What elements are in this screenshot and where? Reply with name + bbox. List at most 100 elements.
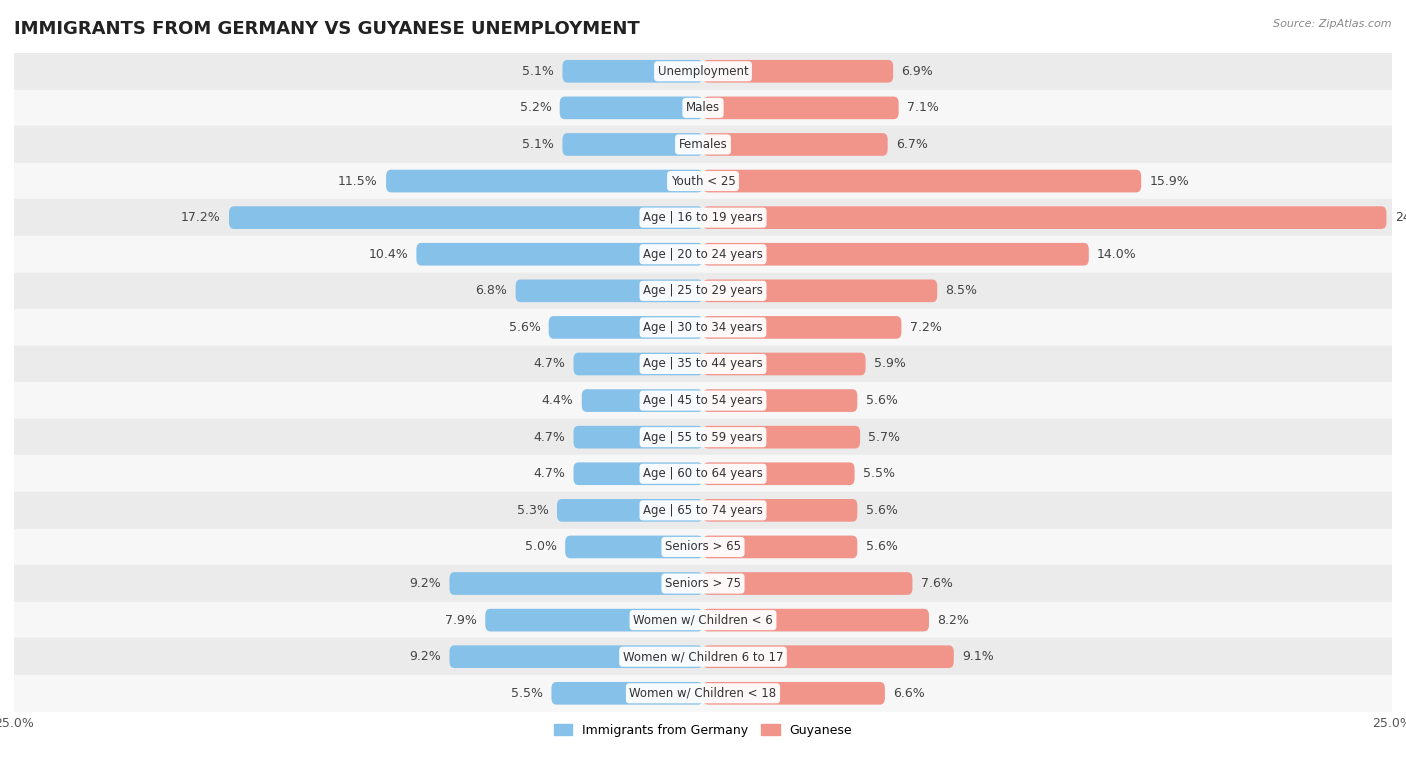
FancyBboxPatch shape [703,499,858,522]
Text: 6.7%: 6.7% [896,138,928,151]
Text: 5.3%: 5.3% [517,504,548,517]
Text: Source: ZipAtlas.com: Source: ZipAtlas.com [1274,19,1392,29]
FancyBboxPatch shape [387,170,703,192]
FancyBboxPatch shape [703,389,858,412]
Legend: Immigrants from Germany, Guyanese: Immigrants from Germany, Guyanese [548,718,858,742]
FancyBboxPatch shape [703,133,887,156]
FancyBboxPatch shape [551,682,703,705]
Text: Age | 35 to 44 years: Age | 35 to 44 years [643,357,763,370]
Text: Females: Females [679,138,727,151]
Bar [14,675,1392,712]
Bar [14,236,1392,273]
FancyBboxPatch shape [703,353,866,375]
Text: 5.1%: 5.1% [522,138,554,151]
Text: Age | 30 to 34 years: Age | 30 to 34 years [643,321,763,334]
Text: IMMIGRANTS FROM GERMANY VS GUYANESE UNEMPLOYMENT: IMMIGRANTS FROM GERMANY VS GUYANESE UNEM… [14,20,640,38]
Bar [14,565,1392,602]
Text: 10.4%: 10.4% [368,248,408,260]
Text: 5.6%: 5.6% [866,504,897,517]
Text: Youth < 25: Youth < 25 [671,175,735,188]
Text: 6.8%: 6.8% [475,285,508,298]
FancyBboxPatch shape [450,646,703,668]
Text: 7.9%: 7.9% [446,614,477,627]
FancyBboxPatch shape [574,353,703,375]
Text: 7.2%: 7.2% [910,321,942,334]
Bar [14,309,1392,346]
Text: 5.5%: 5.5% [512,687,543,699]
Text: 8.5%: 8.5% [945,285,977,298]
FancyBboxPatch shape [516,279,703,302]
Text: 5.7%: 5.7% [869,431,900,444]
FancyBboxPatch shape [485,609,703,631]
Text: Age | 60 to 64 years: Age | 60 to 64 years [643,467,763,480]
Text: 5.5%: 5.5% [863,467,894,480]
Bar [14,528,1392,565]
Text: Women w/ Children < 18: Women w/ Children < 18 [630,687,776,699]
Text: Age | 25 to 29 years: Age | 25 to 29 years [643,285,763,298]
Text: Seniors > 75: Seniors > 75 [665,577,741,590]
FancyBboxPatch shape [703,97,898,119]
FancyBboxPatch shape [562,60,703,83]
Text: 4.4%: 4.4% [541,394,574,407]
FancyBboxPatch shape [703,426,860,448]
Text: Age | 20 to 24 years: Age | 20 to 24 years [643,248,763,260]
Text: 5.2%: 5.2% [520,101,551,114]
FancyBboxPatch shape [557,499,703,522]
Bar [14,53,1392,89]
FancyBboxPatch shape [574,426,703,448]
Text: 15.9%: 15.9% [1150,175,1189,188]
Text: 24.8%: 24.8% [1395,211,1406,224]
Bar [14,602,1392,638]
FancyBboxPatch shape [565,536,703,558]
Text: Age | 65 to 74 years: Age | 65 to 74 years [643,504,763,517]
Text: 7.6%: 7.6% [921,577,953,590]
Text: 4.7%: 4.7% [533,357,565,370]
Text: 5.6%: 5.6% [866,540,897,553]
FancyBboxPatch shape [703,536,858,558]
Text: 4.7%: 4.7% [533,431,565,444]
FancyBboxPatch shape [703,572,912,595]
FancyBboxPatch shape [703,207,1386,229]
Text: 9.1%: 9.1% [962,650,994,663]
Bar [14,163,1392,199]
FancyBboxPatch shape [560,97,703,119]
Text: Age | 45 to 54 years: Age | 45 to 54 years [643,394,763,407]
Text: Unemployment: Unemployment [658,65,748,78]
Bar [14,492,1392,528]
FancyBboxPatch shape [703,243,1088,266]
Text: Women w/ Children 6 to 17: Women w/ Children 6 to 17 [623,650,783,663]
FancyBboxPatch shape [703,646,953,668]
Text: 5.9%: 5.9% [875,357,905,370]
Text: Age | 55 to 59 years: Age | 55 to 59 years [643,431,763,444]
Text: 6.6%: 6.6% [893,687,925,699]
Bar [14,419,1392,456]
Text: Males: Males [686,101,720,114]
FancyBboxPatch shape [416,243,703,266]
FancyBboxPatch shape [703,170,1142,192]
FancyBboxPatch shape [582,389,703,412]
Bar [14,89,1392,126]
Text: 5.6%: 5.6% [509,321,540,334]
FancyBboxPatch shape [703,60,893,83]
Text: 9.2%: 9.2% [409,577,441,590]
Text: 8.2%: 8.2% [938,614,969,627]
Text: Seniors > 65: Seniors > 65 [665,540,741,553]
Text: 5.6%: 5.6% [866,394,897,407]
Text: 5.0%: 5.0% [524,540,557,553]
Text: 17.2%: 17.2% [181,211,221,224]
Text: 5.1%: 5.1% [522,65,554,78]
Bar [14,126,1392,163]
Text: 9.2%: 9.2% [409,650,441,663]
Text: 4.7%: 4.7% [533,467,565,480]
Text: 14.0%: 14.0% [1097,248,1137,260]
Text: Women w/ Children < 6: Women w/ Children < 6 [633,614,773,627]
FancyBboxPatch shape [703,682,884,705]
FancyBboxPatch shape [574,463,703,485]
FancyBboxPatch shape [703,609,929,631]
Bar [14,273,1392,309]
Text: 6.9%: 6.9% [901,65,934,78]
Bar [14,382,1392,419]
Bar [14,456,1392,492]
Bar [14,199,1392,236]
Text: Age | 16 to 19 years: Age | 16 to 19 years [643,211,763,224]
